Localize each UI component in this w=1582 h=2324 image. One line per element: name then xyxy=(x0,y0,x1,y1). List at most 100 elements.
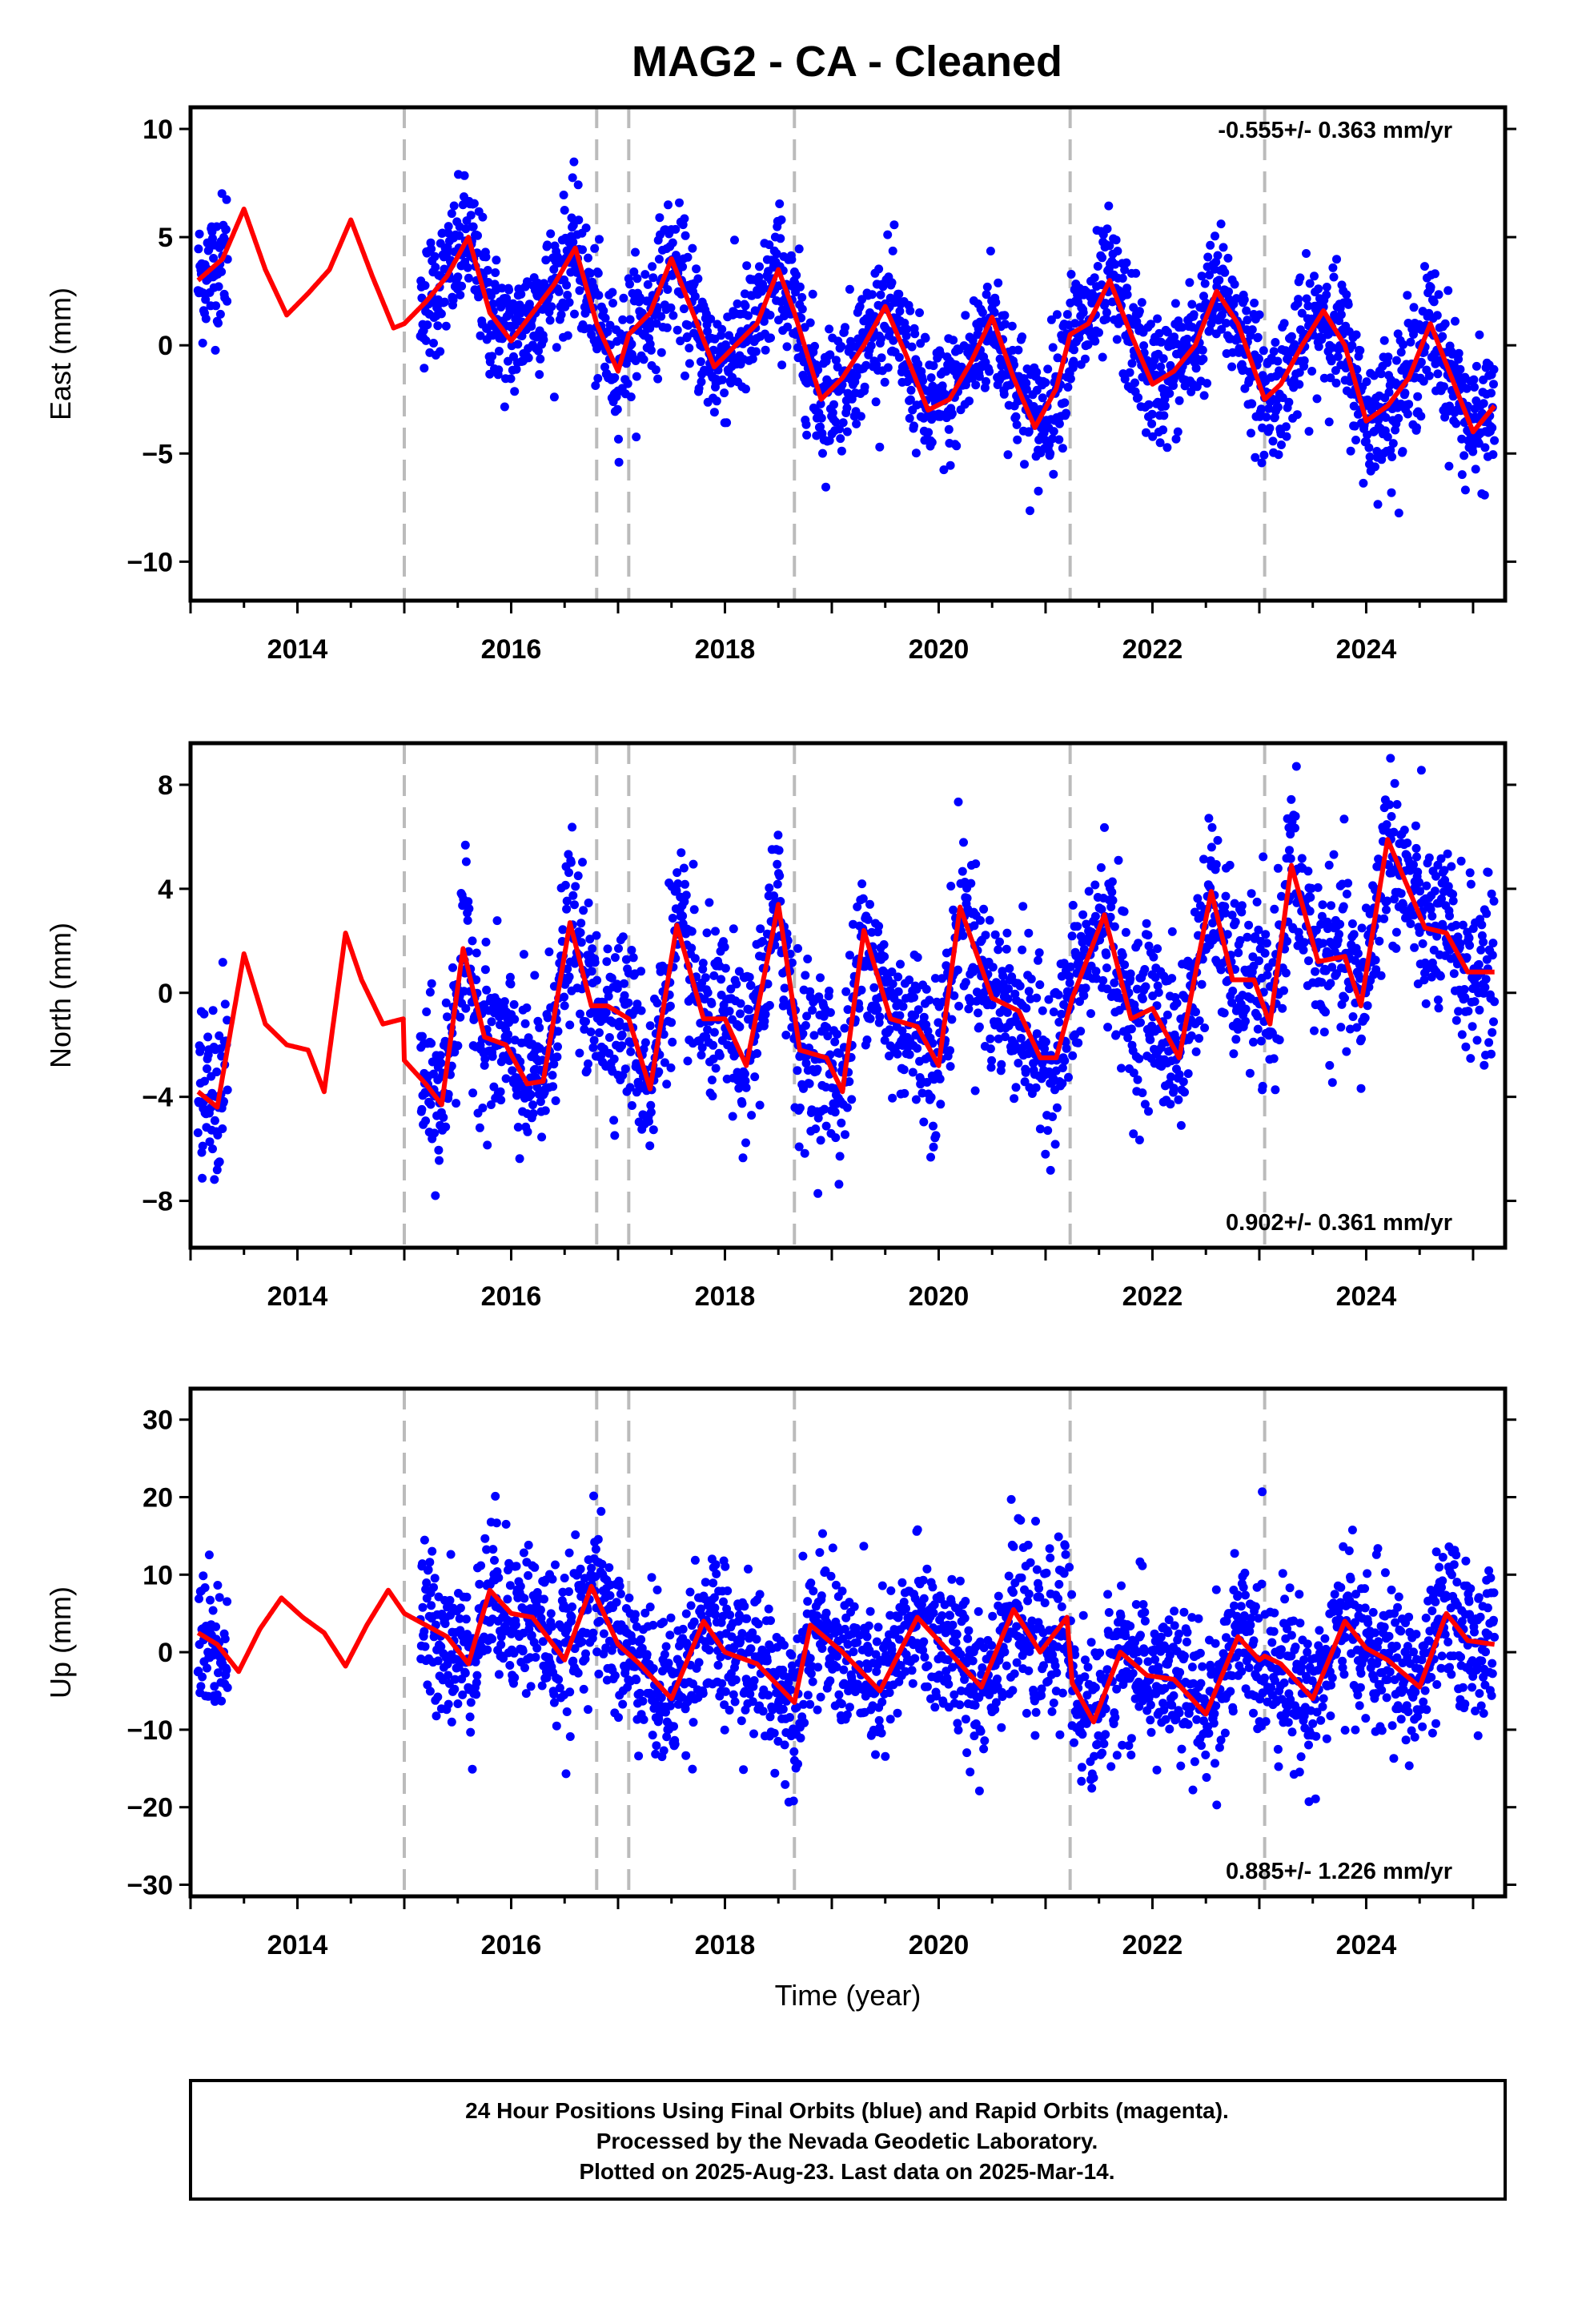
data-point xyxy=(578,858,587,867)
x-tick-label: 2020 xyxy=(909,1281,970,1312)
y-axis-label: North (mm) xyxy=(44,923,77,1068)
data-point xyxy=(1384,860,1393,870)
data-point xyxy=(664,200,673,210)
data-point xyxy=(1259,450,1269,460)
data-point xyxy=(1465,868,1475,878)
data-point xyxy=(1133,1075,1142,1084)
data-point xyxy=(1375,936,1384,946)
data-point xyxy=(895,307,905,316)
data-point xyxy=(206,1595,215,1605)
data-point xyxy=(679,863,689,873)
data-point xyxy=(775,199,785,208)
data-point xyxy=(838,418,848,428)
data-point xyxy=(1141,982,1150,991)
data-point xyxy=(196,1682,206,1691)
data-point xyxy=(1220,267,1230,277)
data-point xyxy=(444,222,453,231)
data-point xyxy=(954,797,963,806)
data-point xyxy=(500,402,509,412)
data-point xyxy=(1155,438,1165,448)
data-point xyxy=(1415,878,1423,887)
data-point xyxy=(971,859,981,869)
data-point xyxy=(1093,262,1102,271)
data-point xyxy=(959,838,968,847)
data-point xyxy=(829,400,838,409)
fit-line xyxy=(196,207,1497,435)
data-point xyxy=(1489,364,1499,374)
data-point xyxy=(523,1127,532,1136)
data-point xyxy=(1295,273,1305,283)
data-point xyxy=(1351,330,1361,340)
data-point xyxy=(1480,443,1490,452)
data-point xyxy=(493,997,503,1007)
data-point xyxy=(1122,290,1132,300)
data-point xyxy=(431,263,440,272)
data-point xyxy=(833,362,842,372)
data-point xyxy=(1359,478,1368,488)
data-point xyxy=(1205,271,1214,279)
data-point xyxy=(1406,919,1415,928)
data-point xyxy=(902,324,912,334)
data-point xyxy=(740,1069,749,1079)
data-point xyxy=(1064,1072,1073,1082)
data-point xyxy=(823,1031,833,1041)
data-point xyxy=(750,1072,760,1082)
data-point xyxy=(460,171,469,180)
data-point xyxy=(472,975,481,984)
data-point xyxy=(1098,352,1107,362)
data-point xyxy=(468,222,478,231)
data-point xyxy=(721,963,730,973)
data-point xyxy=(869,983,879,992)
data-point xyxy=(1062,408,1070,418)
data-point xyxy=(1391,943,1401,953)
data-point xyxy=(1410,943,1419,952)
data-point xyxy=(1322,283,1331,292)
data-point xyxy=(1275,1035,1284,1045)
data-point xyxy=(910,329,920,339)
data-point xyxy=(1291,823,1299,833)
data-point xyxy=(847,1095,857,1104)
data-point xyxy=(1013,435,1022,444)
data-point xyxy=(1348,1012,1358,1021)
y-tick-label: 4 xyxy=(158,875,173,905)
data-point xyxy=(1215,275,1224,285)
data-point xyxy=(552,343,561,352)
data-point xyxy=(608,299,617,308)
y-tick-label: −10 xyxy=(126,547,173,577)
data-point xyxy=(1322,290,1331,300)
data-point xyxy=(1066,374,1075,384)
data-point xyxy=(548,1071,557,1080)
data-point xyxy=(422,1578,432,1587)
data-point xyxy=(456,1012,465,1022)
data-point xyxy=(1287,794,1296,804)
data-point xyxy=(765,240,774,250)
data-point xyxy=(831,417,841,427)
data-point xyxy=(1398,447,1407,456)
data-point xyxy=(439,1112,448,1122)
data-point xyxy=(873,1004,882,1014)
data-point xyxy=(865,899,874,909)
data-point xyxy=(1419,975,1429,985)
data-point xyxy=(1041,378,1050,388)
data-point xyxy=(677,848,686,858)
data-point xyxy=(803,955,813,963)
data-point xyxy=(1307,883,1316,893)
data-point xyxy=(1438,332,1447,341)
data-point xyxy=(797,304,807,314)
data-point xyxy=(929,1121,938,1131)
data-point xyxy=(1158,425,1168,435)
data-point xyxy=(758,937,768,946)
data-point xyxy=(564,972,574,982)
data-point xyxy=(214,1668,223,1678)
data-point xyxy=(1130,378,1139,388)
data-point xyxy=(644,1116,653,1126)
data-point xyxy=(1490,997,1500,1007)
data-point xyxy=(805,318,815,328)
data-point xyxy=(1203,252,1213,262)
data-point xyxy=(1383,352,1393,362)
data-point xyxy=(1461,1042,1471,1051)
data-point xyxy=(961,978,970,987)
data-point xyxy=(553,1042,562,1051)
data-point xyxy=(520,1019,530,1028)
data-point xyxy=(1068,900,1078,910)
